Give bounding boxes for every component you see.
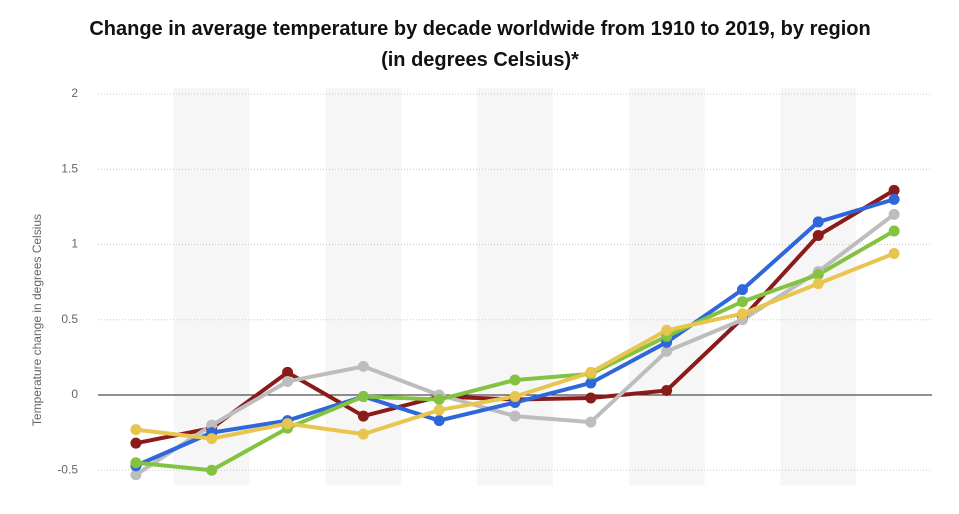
point	[585, 377, 597, 389]
point	[509, 391, 521, 403]
point	[661, 345, 673, 357]
point	[736, 308, 748, 320]
point	[206, 464, 218, 476]
y-axis-label: Temperature change in degrees Celsius	[30, 214, 44, 426]
point	[888, 248, 900, 260]
y-tick-label: -0.5	[57, 462, 78, 476]
point	[509, 410, 521, 422]
chart-title: Change in average temperature by decade …	[89, 18, 871, 71]
point	[585, 392, 597, 404]
point	[130, 469, 142, 481]
y-tick-label: 2	[71, 86, 78, 100]
point	[888, 184, 900, 196]
point	[812, 216, 824, 228]
point	[812, 229, 824, 241]
point	[888, 208, 900, 220]
point	[433, 415, 445, 427]
point	[130, 424, 142, 436]
point	[357, 428, 369, 440]
band	[628, 88, 705, 486]
point	[585, 366, 597, 378]
point	[357, 410, 369, 422]
point	[130, 437, 142, 449]
point	[888, 225, 900, 237]
point	[888, 193, 900, 205]
y-tick-label: 0.5	[61, 312, 78, 326]
point	[206, 419, 218, 431]
band	[477, 88, 553, 486]
point	[661, 384, 673, 396]
point	[130, 457, 142, 469]
point	[433, 404, 445, 416]
y-tick-label: 1.5	[61, 161, 78, 175]
point	[509, 374, 521, 386]
point	[812, 269, 824, 281]
point	[433, 394, 445, 406]
point	[206, 433, 218, 445]
point	[282, 418, 294, 430]
point	[357, 391, 369, 403]
point	[736, 284, 748, 296]
point	[812, 278, 824, 290]
point	[282, 375, 294, 387]
point	[661, 324, 673, 336]
point	[282, 366, 294, 378]
point	[357, 360, 369, 372]
point	[736, 296, 748, 308]
point	[585, 416, 597, 428]
y-tick-label: 0	[71, 387, 78, 401]
band	[173, 88, 250, 486]
y-tick-label: 1	[71, 237, 78, 251]
